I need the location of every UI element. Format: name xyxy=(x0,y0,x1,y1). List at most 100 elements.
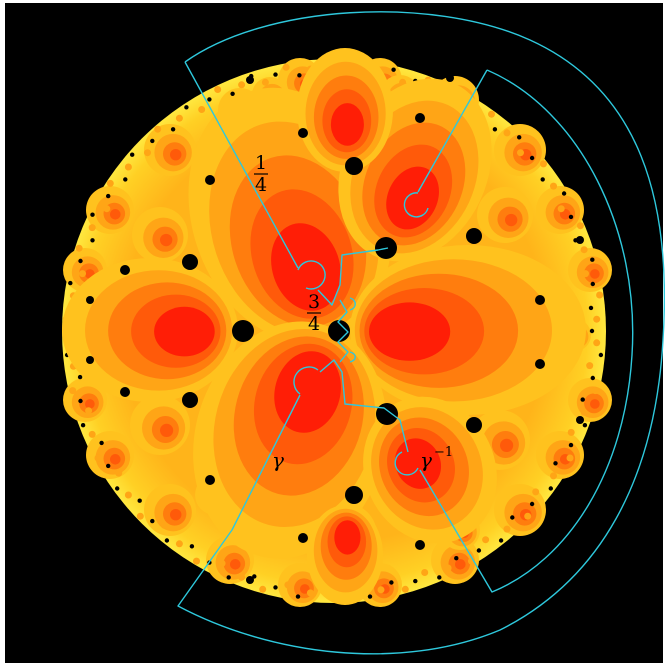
rim-dot xyxy=(391,67,396,72)
hole xyxy=(446,584,454,592)
hole xyxy=(120,387,130,397)
hole xyxy=(182,392,198,408)
rim-dot xyxy=(482,536,490,544)
hole xyxy=(182,254,198,270)
rim-dot xyxy=(175,114,183,122)
small-bulb-core xyxy=(590,269,600,279)
rim-dot xyxy=(306,589,314,597)
rim-dot xyxy=(218,559,226,567)
quarter-numerator: 1 xyxy=(255,152,267,174)
rim-dot xyxy=(198,106,206,113)
small-bulb-core xyxy=(170,508,182,521)
rim-dot xyxy=(115,469,123,477)
hole xyxy=(205,475,215,485)
petal xyxy=(62,258,238,402)
rim-dot xyxy=(94,454,102,462)
small-bulb-core xyxy=(160,233,173,247)
hole xyxy=(535,359,545,369)
rim-dot xyxy=(389,580,394,585)
rim-dot xyxy=(437,575,442,580)
rim-dot xyxy=(164,538,170,543)
small-bulb xyxy=(568,248,612,292)
rim-dot xyxy=(591,387,599,395)
rim-dot xyxy=(488,110,495,118)
petal-core xyxy=(330,103,364,146)
rim-dot xyxy=(230,91,235,97)
hole xyxy=(345,157,363,175)
hole xyxy=(328,320,350,342)
hole xyxy=(246,576,254,584)
rim-dot xyxy=(282,63,290,71)
rim-dot xyxy=(576,222,584,230)
rim-dot xyxy=(259,585,267,593)
rim-dot xyxy=(136,512,144,520)
rim-dot xyxy=(77,374,83,380)
three-quarter-denominator: 4 xyxy=(308,313,320,335)
rim-dot xyxy=(580,397,585,402)
rim-dot xyxy=(150,518,155,524)
petal xyxy=(363,396,497,544)
rim-dot xyxy=(582,270,589,278)
rim-dot xyxy=(154,125,162,133)
center-loops xyxy=(349,297,356,363)
small-bulb xyxy=(144,484,196,536)
ray-inner-top xyxy=(417,69,488,193)
petal-core xyxy=(369,302,451,361)
label-one-quarter: 1 4 xyxy=(254,152,268,196)
small-bulb xyxy=(477,187,533,243)
petal-core xyxy=(271,223,341,311)
rim-dot xyxy=(421,569,429,576)
rim-dot xyxy=(454,556,459,561)
rim-dot xyxy=(284,581,292,589)
cyan-curves xyxy=(177,11,665,655)
petal xyxy=(297,48,393,172)
hole xyxy=(466,417,482,433)
rim-dot xyxy=(130,152,135,157)
rim-dot xyxy=(580,408,588,416)
rim-dot xyxy=(598,352,604,358)
petal-core xyxy=(334,520,361,555)
rim-dot xyxy=(78,398,83,404)
rim-dot xyxy=(238,81,246,89)
rim-dot xyxy=(90,212,95,217)
small-bulb-core xyxy=(230,559,241,570)
rim-dot xyxy=(540,160,547,168)
hole xyxy=(446,74,454,82)
rim-dot xyxy=(115,486,120,491)
rim-dot xyxy=(548,486,553,491)
center-zigzag xyxy=(337,299,349,363)
rim-dot xyxy=(252,574,257,579)
hole xyxy=(415,540,425,550)
hole xyxy=(376,403,398,425)
rim-dot xyxy=(69,387,77,395)
rim-dot xyxy=(498,538,504,543)
small-bulb-core xyxy=(85,399,95,409)
rim-dot xyxy=(214,86,222,93)
small-bulb-core xyxy=(110,454,121,465)
small-bulb xyxy=(144,124,196,176)
petal xyxy=(350,245,586,415)
gamma-inverse-base: γ xyxy=(420,448,432,472)
hole xyxy=(120,265,130,275)
rim-dot xyxy=(124,163,132,171)
inner-curve xyxy=(419,69,634,593)
hole xyxy=(298,128,308,138)
rim-dot xyxy=(88,430,96,438)
small-bulb-core xyxy=(170,148,182,161)
small-bulb xyxy=(536,431,584,479)
petal-core xyxy=(386,166,439,230)
rim-dot xyxy=(561,191,567,196)
rim-dot xyxy=(175,540,183,548)
rim-dot xyxy=(160,521,168,529)
label-gamma-inverse: γ −1 xyxy=(420,445,453,472)
rim-dot xyxy=(123,177,128,182)
rim-dot xyxy=(557,205,565,213)
hole xyxy=(205,175,215,185)
rim-dot xyxy=(377,586,385,594)
hole xyxy=(232,320,254,342)
rim-dot xyxy=(150,138,155,144)
petal xyxy=(307,505,383,605)
zigzag-lower xyxy=(319,359,409,453)
